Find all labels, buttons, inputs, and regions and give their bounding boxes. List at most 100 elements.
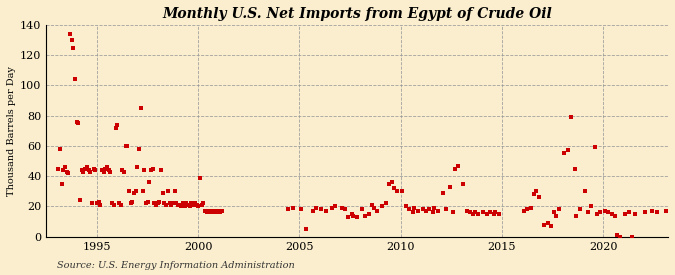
Point [534,195,545,200]
Point [589,145,600,150]
Point [321,209,332,213]
Point [134,147,144,151]
Point [595,210,605,215]
Point [488,212,499,216]
Title: Monthly U.S. Net Imports from Egypt of Crude Oil: Monthly U.S. Net Imports from Egypt of C… [162,7,552,21]
Point [66,38,77,42]
Point [623,210,634,215]
Point [539,222,549,227]
Point [142,200,153,204]
Point [181,201,192,206]
Point [481,212,492,216]
Point [583,210,593,215]
Point [161,203,171,207]
Point [610,213,620,218]
Point [103,168,114,172]
Point [571,213,582,218]
Point [73,121,84,125]
Point [65,32,76,36]
Point [59,165,70,169]
Point [112,123,123,127]
Point [83,168,94,172]
Point [288,206,298,210]
Point [215,210,225,215]
Point [433,209,443,213]
Point [586,204,597,209]
Point [551,213,562,218]
Point [201,210,212,215]
Point [147,166,158,171]
Y-axis label: Thousand Barrels per Day: Thousand Barrels per Day [7,66,16,196]
Point [450,166,460,171]
Point [417,207,428,212]
Point [63,171,74,175]
Point [412,209,423,213]
Point [80,166,90,171]
Point [173,203,184,207]
Point [640,210,651,215]
Point [441,207,452,212]
Point [468,212,479,216]
Point [157,191,168,195]
Point [400,204,411,209]
Point [171,201,182,206]
Point [603,210,614,215]
Point [167,201,178,206]
Point [75,198,86,203]
Point [606,212,617,216]
Point [518,209,529,213]
Point [392,189,403,194]
Point [478,210,489,215]
Point [61,169,72,174]
Point [149,201,160,206]
Point [387,180,398,185]
Point [102,165,113,169]
Text: Source: U.S. Energy Information Administration: Source: U.S. Energy Information Administ… [57,260,295,270]
Point [70,77,80,82]
Point [169,189,180,194]
Point [554,207,565,212]
Point [213,209,224,213]
Point [205,210,215,215]
Point [110,126,121,130]
Point [166,203,177,207]
Point [372,209,383,213]
Point [377,204,387,209]
Point [448,210,458,215]
Point [346,212,357,216]
Point [137,189,148,194]
Point [542,221,553,225]
Point [100,166,111,171]
Point [146,168,157,172]
Point [85,169,96,174]
Point [356,207,367,212]
Point [156,168,167,172]
Point [620,212,630,216]
Point [198,201,209,206]
Point [140,201,151,206]
Point [458,182,468,186]
Point [68,45,79,50]
Point [630,212,641,216]
Point [493,212,504,216]
Point [421,209,431,213]
Point [191,203,202,207]
Point [282,207,293,212]
Point [95,203,106,207]
Point [194,175,205,180]
Point [352,215,362,219]
Point [76,168,87,172]
Point [139,168,150,172]
Point [188,203,198,207]
Point [186,201,197,206]
Point [97,168,107,172]
Point [92,201,103,206]
Point [126,201,136,206]
Point [559,151,570,156]
Point [217,209,227,213]
Point [88,166,99,171]
Point [464,210,475,215]
Point [183,203,194,207]
Point [117,168,128,172]
Point [184,204,195,209]
